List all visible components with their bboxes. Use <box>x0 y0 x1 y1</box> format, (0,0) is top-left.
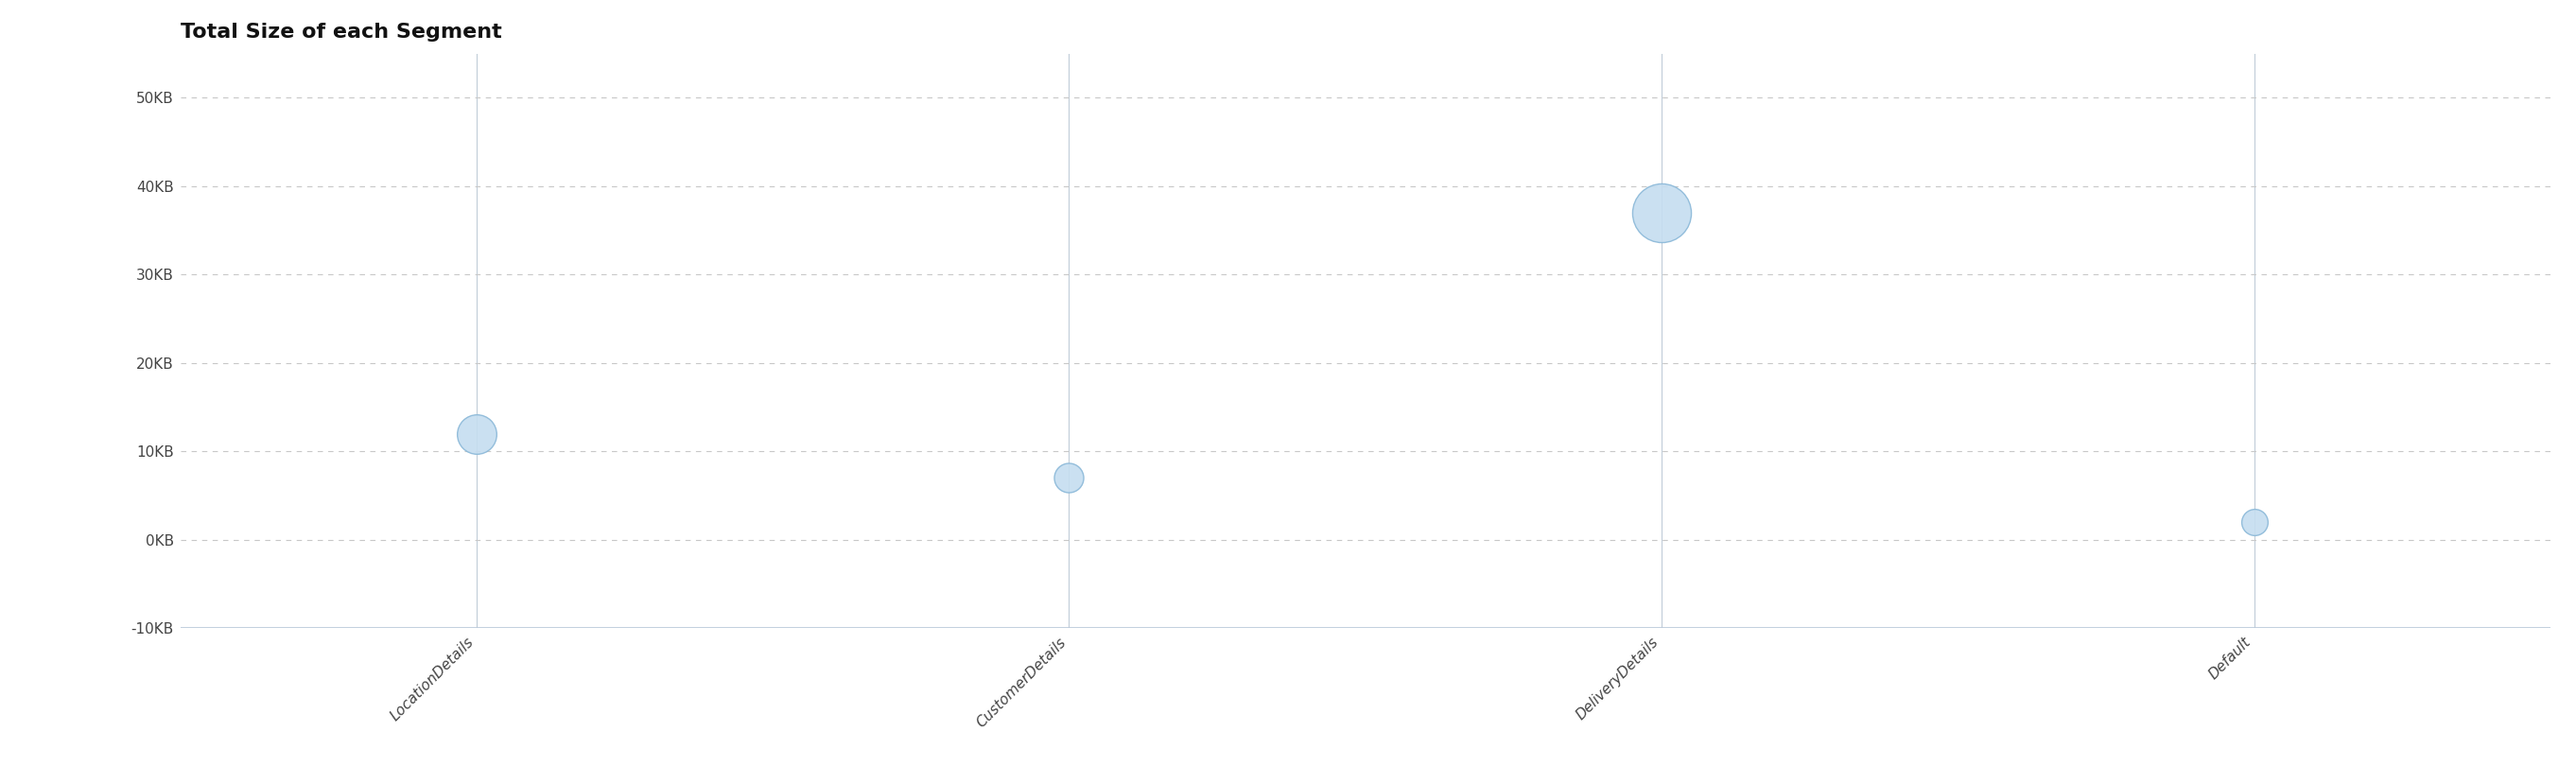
Point <box>456 427 497 440</box>
Point <box>1641 207 1682 219</box>
Point <box>1048 472 1090 484</box>
Point <box>2233 516 2275 529</box>
Text: Total Size of each Segment: Total Size of each Segment <box>180 23 502 41</box>
